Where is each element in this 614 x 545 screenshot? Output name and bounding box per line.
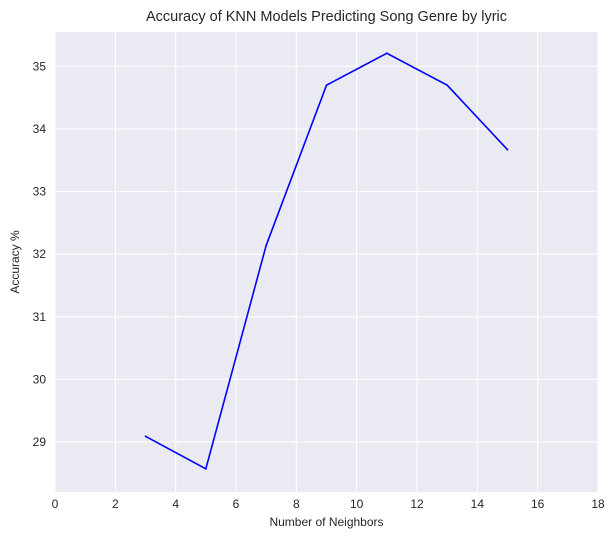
y-tick-label: 34	[33, 122, 47, 136]
y-tick-label: 30	[33, 372, 47, 386]
data-point	[506, 148, 509, 151]
x-tick-label: 12	[410, 497, 424, 511]
y-tick-label: 33	[33, 185, 47, 199]
data-point	[265, 244, 268, 247]
x-axis-label: Number of Neighbors	[269, 515, 383, 529]
data-point	[144, 435, 147, 438]
x-tick-label: 14	[471, 497, 485, 511]
x-tick-label: 8	[293, 497, 300, 511]
x-tick-label: 18	[591, 497, 605, 511]
x-tick-label: 16	[531, 497, 545, 511]
y-tick-label: 29	[33, 435, 47, 449]
data-point	[204, 467, 207, 470]
y-tick-label: 35	[33, 59, 47, 73]
x-tick-label: 6	[233, 497, 240, 511]
x-tick-label: 10	[350, 497, 364, 511]
y-tick-label: 31	[33, 310, 47, 324]
data-point	[446, 84, 449, 87]
y-tick-label: 32	[33, 247, 47, 261]
x-tick-label: 0	[52, 497, 59, 511]
x-tick-label: 4	[172, 497, 179, 511]
series-layer	[144, 52, 509, 471]
grid-lines	[54, 32, 599, 492]
y-axis-label: Accuracy %	[8, 230, 22, 294]
plot-area	[55, 32, 598, 492]
y-axis-ticks: 29 30 31 32 33 34 35	[33, 59, 47, 449]
x-tick-label: 2	[112, 497, 119, 511]
data-point	[325, 84, 328, 87]
data-point	[385, 52, 388, 55]
chart-title: Accuracy of KNN Models Predicting Song G…	[146, 9, 507, 25]
x-axis-ticks: 0 2 4 6 8 10 12 14 16 18	[52, 497, 605, 511]
